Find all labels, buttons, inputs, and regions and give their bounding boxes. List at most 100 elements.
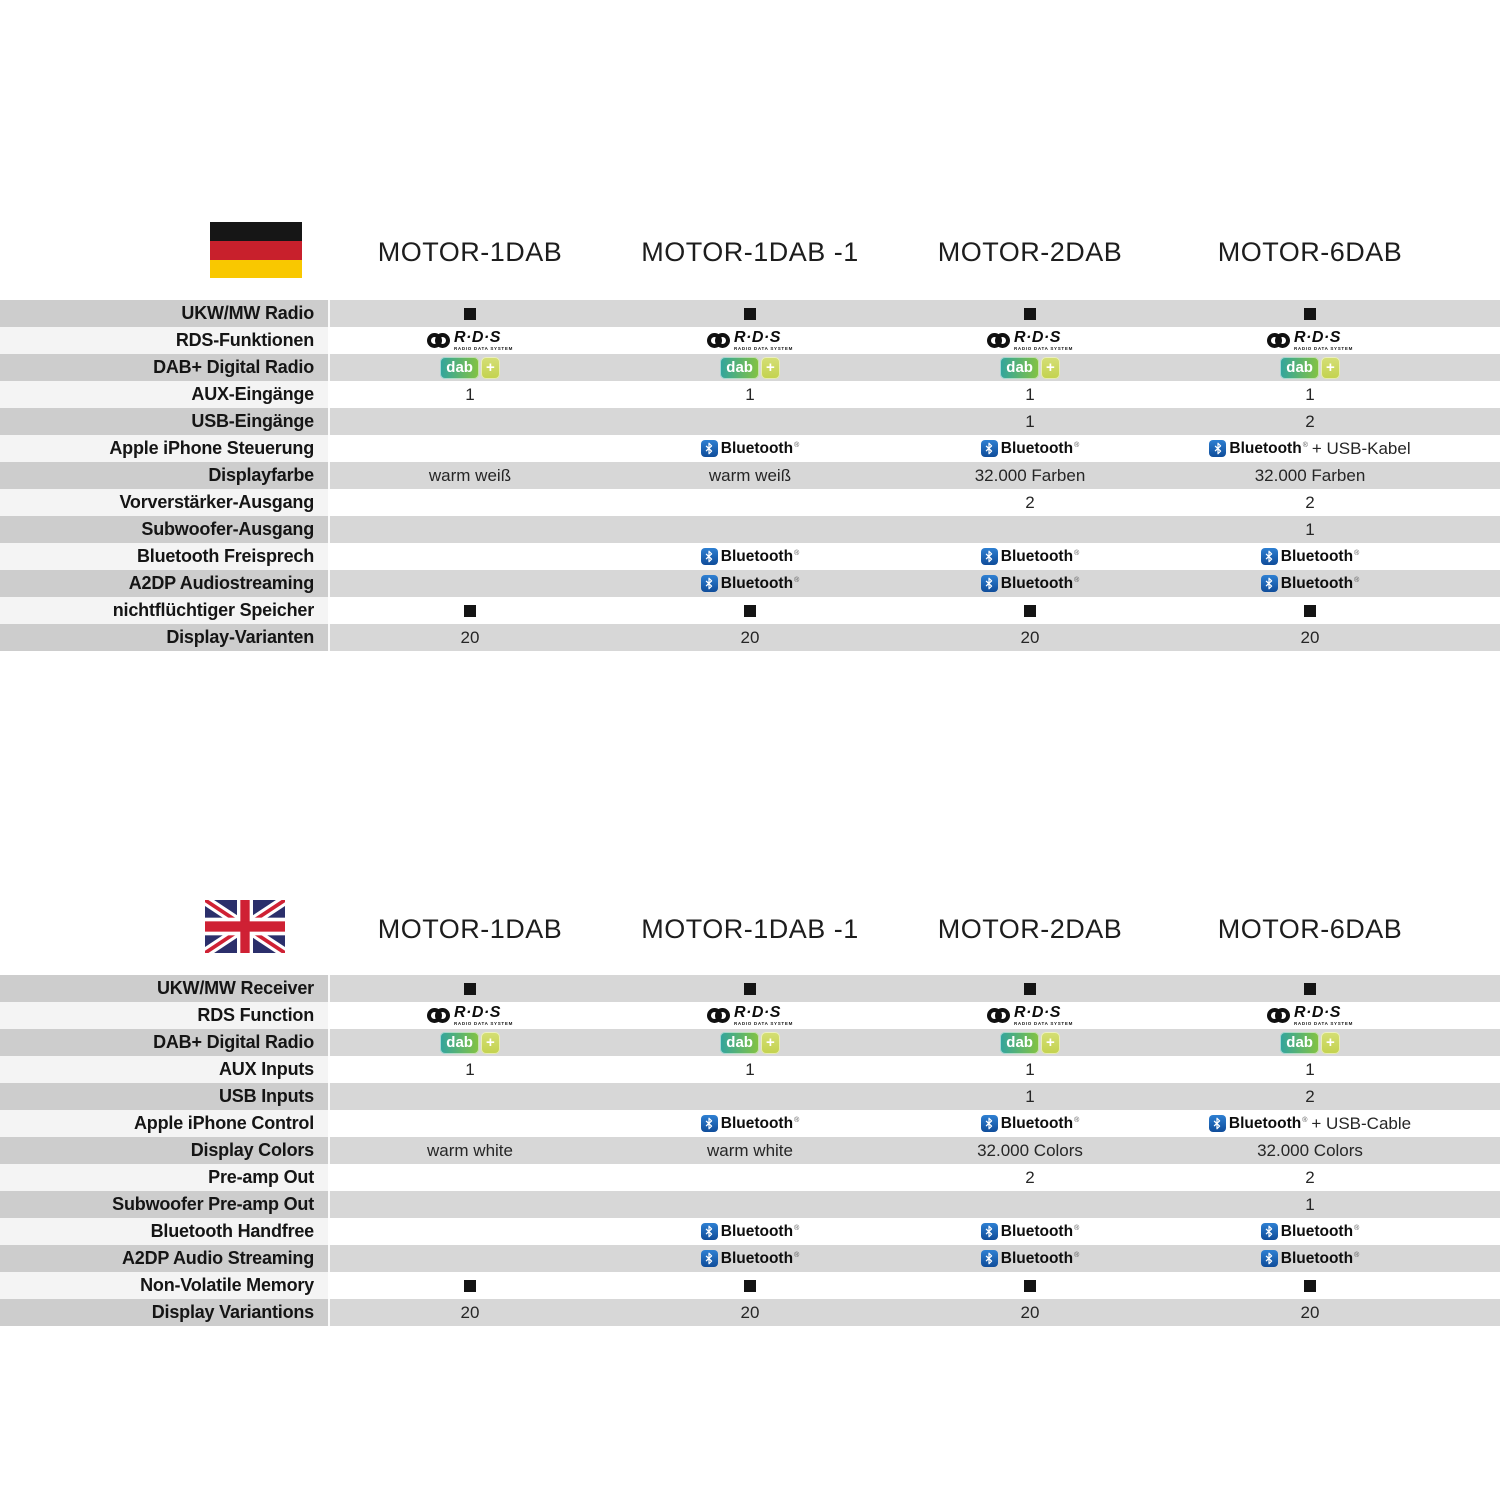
bluetooth-rune-icon — [700, 575, 718, 592]
bluetooth-logo: Bluetooth ® — [700, 1222, 799, 1241]
section-header: MOTOR-1DAB MOTOR-1DAB -1 MOTOR-2DAB MOTOR-6… — [0, 895, 1500, 958]
row-label: USB-Eingänge — [0, 408, 330, 435]
bluetooth-logo-text: Bluetooth — [1000, 1249, 1074, 1267]
rds-logo-subtext: RADIO DATA SYSTEM — [1293, 345, 1354, 351]
cell-text: 20 — [460, 627, 480, 647]
feature-cell — [1170, 975, 1450, 1002]
feature-cell — [890, 300, 1170, 327]
table-german: MOTOR-1DAB MOTOR-1DAB -1 MOTOR-2DAB MOTOR-6… — [0, 0, 1500, 651]
dab-logo-plus: + — [1320, 356, 1340, 379]
bluetooth-logo: Bluetooth ® — [980, 440, 1079, 458]
feature-cell — [330, 1218, 610, 1245]
dab-plus-logo: dab + — [720, 1031, 780, 1054]
feature-cell: R·D·S RADIO DATA SYSTEM — [610, 1002, 890, 1029]
row-label: AUX-Eingänge — [0, 381, 330, 408]
bluetooth-rune-icon — [1260, 575, 1278, 592]
feature-cell: dab + — [330, 1029, 610, 1056]
feature-cell: dab + — [330, 354, 610, 381]
feature-cell: 20 — [610, 624, 890, 651]
row-label: nichtflüchtiger Speicher — [0, 597, 330, 624]
feature-cell — [610, 1083, 890, 1110]
row-label: DAB+ Digital Radio — [0, 1029, 330, 1056]
registered-mark: ® — [794, 549, 800, 557]
cell-text: warm white — [427, 1140, 513, 1160]
feature-cell: 1 — [1170, 1191, 1450, 1218]
feature-cell — [1170, 597, 1450, 624]
rds-logo: R·D·S RADIO DATA SYSTEM — [986, 1004, 1073, 1027]
feature-row: Non-Volatile Memory — [0, 1272, 1500, 1299]
feature-cell: 32.000 Farben — [890, 462, 1170, 489]
feature-cell: Bluetooth ® — [610, 1245, 890, 1272]
row-label: AUX Inputs — [0, 1056, 330, 1083]
dab-logo-plus: + — [760, 1031, 780, 1054]
feature-present-marker — [464, 307, 476, 320]
rds-logo-text: R·D·S — [733, 328, 781, 346]
feature-cell: 20 — [330, 624, 610, 651]
dab-logo-text: dab — [1000, 1031, 1039, 1054]
feature-cell — [330, 516, 610, 543]
bluetooth-rune-icon — [1260, 548, 1278, 565]
model-column-header: MOTOR-6DAB — [1217, 237, 1403, 267]
bluetooth-rune-icon — [980, 548, 998, 565]
flag-cell — [0, 895, 330, 958]
feature-cell: 1 — [330, 381, 610, 408]
registered-mark: ® — [1074, 576, 1080, 584]
feature-cell: 20 — [330, 1299, 610, 1326]
feature-cell: 20 — [890, 624, 1170, 651]
cell-text: 1 — [745, 384, 755, 404]
feature-row: Display Colors warm white warm white 32.000… — [0, 1137, 1500, 1164]
feature-present-marker — [744, 604, 756, 617]
bluetooth-logo-text: Bluetooth — [720, 1222, 794, 1240]
bluetooth-rune-icon — [980, 1115, 998, 1132]
feature-cell — [610, 597, 890, 624]
rds-logo: R·D·S RADIO DATA SYSTEM — [426, 1004, 513, 1027]
row-label: Subwoofer-Ausgang — [0, 516, 330, 543]
feature-cell: R·D·S RADIO DATA SYSTEM — [1170, 327, 1450, 354]
feature-present-marker — [744, 982, 756, 995]
feature-cell: Bluetooth ® — [1170, 1245, 1450, 1272]
rds-logo: R·D·S RADIO DATA SYSTEM — [986, 329, 1073, 352]
feature-row: Bluetooth Freisprech Bluetooth ® Bluetooth ®… — [0, 543, 1500, 570]
cell-text: 20 — [1020, 1302, 1040, 1322]
feature-cell: dab + — [1170, 1029, 1450, 1056]
cell-text: warm weiß — [428, 465, 512, 485]
feature-row: Display Variantions 20 20 20 20 — [0, 1299, 1500, 1326]
feature-cell: Bluetooth ® — [610, 543, 890, 570]
feature-cell: Bluetooth ® — [610, 435, 890, 462]
dab-logo-plus: + — [760, 356, 780, 379]
bluetooth-logo-text: Bluetooth — [1000, 574, 1074, 592]
cell-text: 20 — [1020, 627, 1040, 647]
bluetooth-rune-icon — [700, 548, 718, 565]
cell-text: 1 — [1305, 519, 1315, 539]
dab-logo-plus: + — [480, 356, 500, 379]
bluetooth-logo: Bluetooth ® — [1209, 440, 1308, 458]
dab-logo-plus: + — [1040, 356, 1060, 379]
feature-cell — [1170, 300, 1450, 327]
bluetooth-logo: Bluetooth ® — [1260, 1250, 1359, 1268]
dab-logo-text: dab — [440, 356, 479, 379]
cell-text: 32.000 Farben — [974, 465, 1086, 485]
feature-cell: Bluetooth ® — [890, 570, 1170, 597]
dab-logo-plus: + — [1040, 1031, 1060, 1054]
feature-cell: Bluetooth ® — [890, 1110, 1170, 1137]
rds-logo-text: R·D·S — [733, 1003, 781, 1021]
feature-present-marker — [1024, 982, 1036, 995]
bluetooth-logo: Bluetooth ® — [1260, 575, 1359, 593]
bluetooth-rune-icon — [980, 1223, 998, 1240]
feature-present-marker — [1304, 307, 1316, 320]
feature-row: UKW/MW Receiver — [0, 975, 1500, 1002]
bluetooth-logo-text: Bluetooth — [720, 574, 794, 592]
registered-mark: ® — [794, 441, 800, 449]
registered-mark: ® — [1074, 549, 1080, 557]
cell-text: 2 — [1305, 492, 1315, 512]
rds-rings-icon — [986, 333, 1010, 348]
bluetooth-rune-icon — [700, 1250, 718, 1267]
feature-row: Apple iPhone Steuerung Bluetooth ® Bluetoot… — [0, 435, 1500, 462]
row-label: Vorverstärker-Ausgang — [0, 489, 330, 516]
rds-rings-icon — [706, 1008, 730, 1023]
rds-logo-subtext: RADIO DATA SYSTEM — [733, 345, 794, 351]
row-label: Display Variantions — [0, 1299, 330, 1326]
feature-cell — [890, 1272, 1170, 1299]
registered-mark: ® — [794, 1251, 800, 1259]
